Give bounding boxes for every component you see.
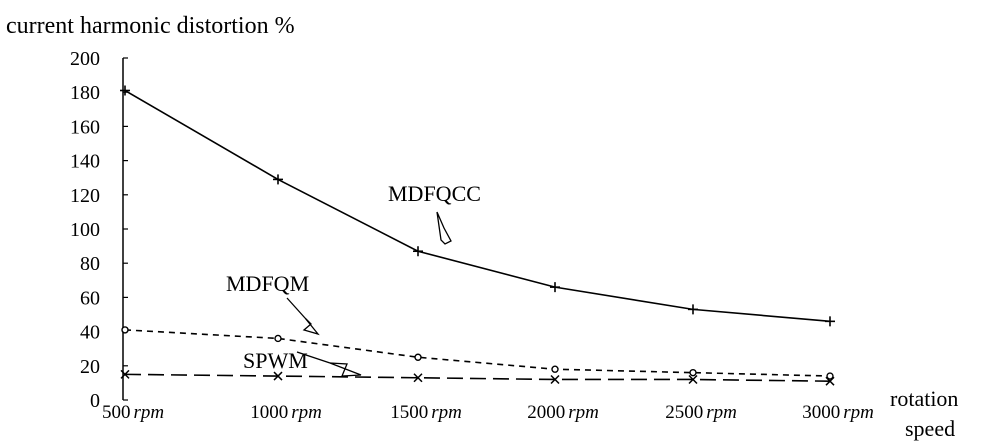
chart-title: current harmonic distortion % [6, 13, 295, 39]
data-point [550, 282, 560, 293]
data-point [273, 371, 283, 381]
series-label: MDFQCC [388, 181, 481, 206]
x-tick-unit: rpm [291, 402, 322, 423]
x-tick-value: 1500 [390, 402, 428, 423]
x-tick-value: 2500 [665, 402, 703, 423]
y-tick-label: 0 [90, 390, 100, 412]
y-tick-labels: 0 20 40 60 80 100 120 140 160 180 200 [70, 48, 128, 412]
data-point [120, 85, 130, 96]
y-tick-label: 200 [70, 48, 100, 70]
x-tick-value: 500 [102, 402, 131, 423]
y-axis: 0 20 40 60 80 100 120 140 160 180 200 [70, 48, 128, 412]
data-point [414, 353, 422, 361]
x-axis-label-line-2: speed [905, 416, 955, 441]
x-tick-label: 2500 rpm [665, 402, 737, 423]
y-tick-label: 20 [80, 356, 100, 378]
x-axis-label: rotation speed [890, 386, 958, 441]
x-tick-unit: rpm [431, 402, 462, 423]
annotation-leader [286, 297, 306, 319]
annotation-mdfqcc: MDFQCC [388, 181, 481, 245]
y-tick-label: 100 [70, 219, 100, 241]
data-point [273, 174, 283, 185]
y-tick-label: 40 [80, 322, 100, 344]
y-tick-label: 60 [80, 287, 100, 309]
data-point [121, 326, 129, 334]
y-tick-label: 140 [70, 151, 100, 173]
series-mdfqcc [120, 85, 835, 327]
data-point [120, 369, 130, 379]
series-annotations: MDFQCC MDFQM SPWM [226, 181, 481, 377]
annotation-arrow-icon [329, 362, 362, 377]
data-point [825, 316, 835, 327]
x-tick-value: 2000 [527, 402, 565, 423]
x-tick-value: 3000 [802, 402, 840, 423]
x-tick-label: 2000 rpm [527, 402, 599, 423]
x-axis-label-line-1: rotation [890, 386, 958, 411]
x-tick-unit: rpm [843, 402, 874, 423]
data-point [689, 368, 697, 377]
series-line [124, 373, 831, 382]
data-point [688, 374, 698, 385]
series-spwm [120, 369, 835, 386]
data-point [550, 374, 560, 385]
series-mdfqm [121, 326, 834, 380]
series-label: MDFQM [226, 271, 309, 296]
annotation-spwm: SPWM [243, 348, 362, 377]
annotation-mdfqm: MDFQM [226, 271, 320, 336]
y-tick-label: 160 [70, 116, 100, 138]
data-point [825, 376, 835, 386]
annotation-arrow-icon [302, 317, 320, 336]
series-group [120, 85, 835, 386]
x-tick-label: 1000 rpm [250, 402, 322, 423]
x-tick-label: 3000 rpm [802, 402, 874, 423]
data-point [688, 304, 698, 315]
y-tick-label: 180 [70, 82, 100, 104]
data-point [551, 365, 559, 373]
annotation-leader [296, 351, 331, 364]
x-tick-unit: rpm [706, 402, 737, 423]
data-point [826, 372, 834, 380]
y-tick-label: 120 [70, 185, 100, 207]
data-point [274, 334, 282, 343]
data-point [413, 373, 423, 383]
x-tick-label: 1500 rpm [390, 402, 462, 423]
x-tick-unit: rpm [133, 402, 164, 423]
x-tick-unit: rpm [568, 402, 599, 423]
series-line [124, 89, 831, 323]
data-point [413, 246, 423, 257]
annotation-arrow-icon [436, 211, 452, 245]
x-tick-value: 1000 [250, 402, 288, 423]
x-tick-labels: 500 rpm 1000 rpm 1500 rpm 2000 rpm 2500 rpm 3000 rp… [102, 402, 874, 423]
x-tick-label: 500 rpm [102, 402, 164, 423]
series-line [124, 329, 831, 377]
y-tick-label: 80 [80, 253, 100, 275]
